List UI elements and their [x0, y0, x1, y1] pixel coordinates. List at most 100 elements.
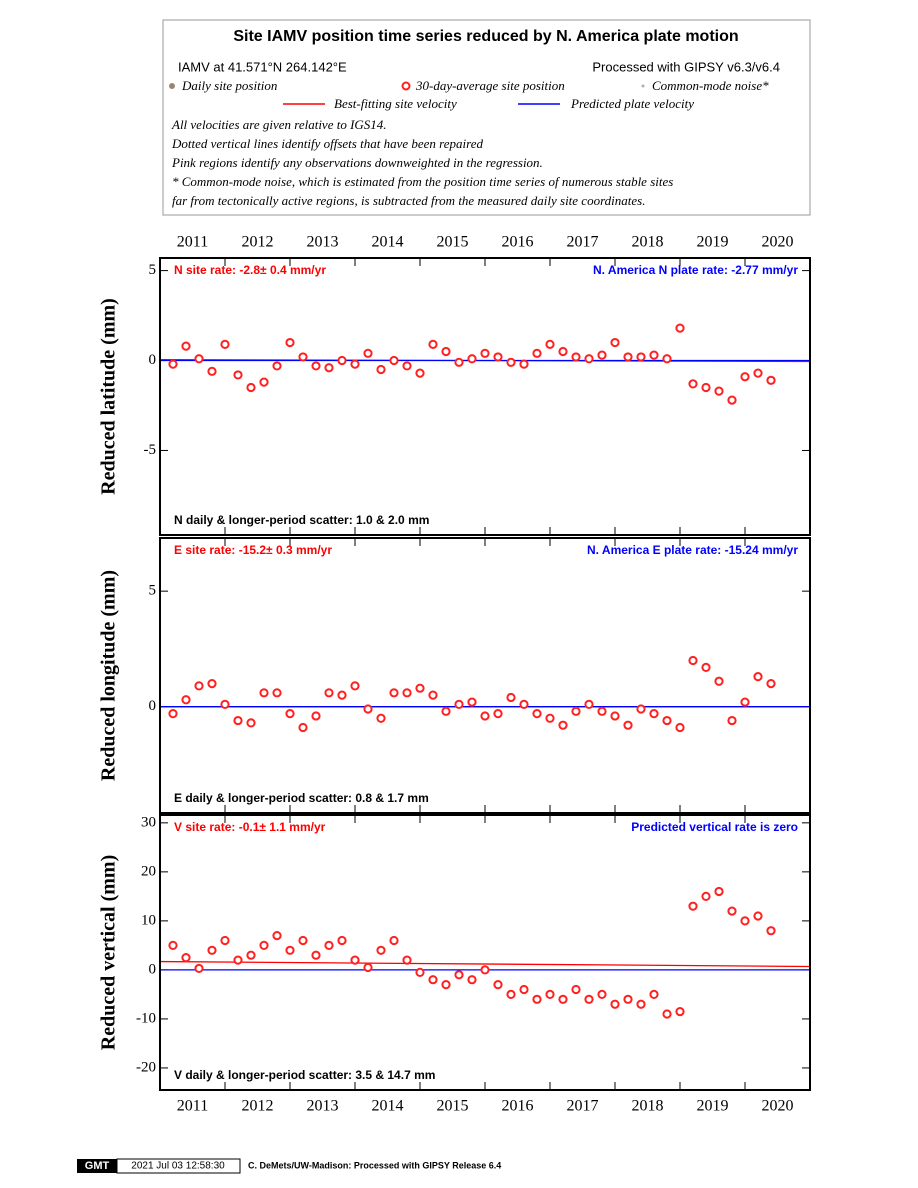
- note: Dotted vertical lines identify offsets t…: [171, 136, 483, 151]
- average-point: [506, 357, 516, 367]
- timestamp-box: [116, 1158, 241, 1174]
- x-tick-label: 2017: [567, 1098, 599, 1115]
- average-point: [376, 713, 386, 723]
- average-point: [194, 963, 204, 974]
- average-point: [532, 348, 542, 358]
- scatter-label: E daily & longer-period scatter: 0.8 & 1…: [174, 791, 429, 805]
- average-point: [753, 368, 763, 378]
- credit: C. DeMets/UW-Madison: Processed with GIP…: [248, 1160, 501, 1170]
- average-point: [350, 681, 360, 691]
- gmt-logo: [77, 1159, 117, 1173]
- x-tick-label: 2013: [307, 234, 339, 251]
- note: * Common-mode noise, which is estimated …: [172, 174, 673, 189]
- legend-label: Common-mode noise*: [652, 78, 769, 93]
- processing: Processed with GIPSY v6.3/v6.4: [592, 59, 780, 74]
- average-point: [727, 715, 737, 726]
- average-point: [467, 697, 477, 707]
- average-point: [688, 655, 698, 666]
- x-tick-label: 2017: [567, 234, 599, 251]
- average-point: [740, 916, 750, 926]
- average-point: [597, 989, 607, 1000]
- average-point: [259, 377, 269, 387]
- average-point: [766, 678, 776, 689]
- average-point: [311, 361, 321, 371]
- average-point: [623, 994, 633, 1004]
- average-point: [493, 709, 503, 719]
- average-point: [363, 962, 373, 973]
- x-tick-label: 2020: [762, 1098, 794, 1115]
- average-point: [259, 688, 269, 698]
- average-point: [688, 379, 698, 389]
- x-tick-label: 2013: [307, 1098, 339, 1115]
- average-point: [519, 359, 529, 369]
- rate-label: N site rate: -2.8± 0.4 mm/yr: [174, 263, 326, 277]
- x-tick-label: 2020: [762, 234, 794, 251]
- average-point: [181, 953, 191, 963]
- y-tick-label: 30: [141, 814, 156, 830]
- average-point: [558, 720, 568, 730]
- average-point: [454, 970, 464, 980]
- y-tick-label: 0: [149, 961, 157, 977]
- notes: All velocities are given relative to IGS…: [171, 117, 673, 208]
- average-point: [337, 690, 347, 700]
- average-point: [324, 940, 334, 950]
- average-point: [428, 339, 438, 349]
- average-point: [415, 368, 425, 378]
- x-tick-label: 2018: [632, 234, 664, 251]
- average-point: [701, 662, 711, 673]
- plot-frame: [159, 814, 811, 1091]
- average-point: [389, 355, 399, 366]
- average-point: [311, 711, 321, 721]
- average-point: [636, 999, 646, 1009]
- note: All velocities are given relative to IGS…: [171, 117, 387, 132]
- average-point: [662, 1009, 672, 1019]
- average-point: [480, 965, 490, 975]
- average-point: [493, 980, 503, 990]
- average-point: [610, 337, 620, 348]
- x-tick-label: 2014: [372, 234, 404, 251]
- average-point: [532, 994, 542, 1004]
- average-point: [337, 935, 347, 946]
- x-tick-label: 2019: [697, 1098, 729, 1115]
- average-point: [519, 699, 529, 709]
- y-tick-label: -10: [136, 1010, 156, 1026]
- average-point: [545, 989, 555, 1000]
- average-point: [558, 994, 568, 1004]
- average-point: [220, 339, 230, 349]
- average-point: [207, 678, 217, 689]
- scatter-label: V daily & longer-period scatter: 3.5 & 1…: [174, 1068, 435, 1082]
- average-point: [272, 688, 282, 698]
- y-tick-label: 10: [141, 912, 156, 928]
- average-point: [350, 359, 360, 369]
- average-point: [272, 361, 282, 371]
- average-point: [623, 352, 633, 362]
- plate-label: N. America E plate rate: -15.24 mm/yr: [587, 543, 798, 557]
- x-tick-label: 2012: [242, 1098, 274, 1115]
- average-point: [571, 706, 581, 716]
- x-tick-label: 2011: [177, 1098, 208, 1115]
- average-point: [467, 354, 477, 364]
- average-point: [285, 945, 295, 955]
- title: Site IAMV position time series reduced b…: [233, 28, 738, 45]
- average-point: [363, 704, 373, 714]
- legend-symbol: [641, 84, 645, 88]
- note: Pink regions identify any observations d…: [171, 155, 543, 170]
- y-tick-label: 5: [149, 262, 157, 278]
- plot-frame: [159, 537, 811, 814]
- panel: -5 0 5 2011 2012 2013 2014 2015 2016 2017 2018 2019…: [98, 234, 811, 536]
- average-point: [545, 339, 555, 349]
- average-point: [675, 323, 685, 333]
- average-point: [454, 699, 464, 709]
- average-point: [714, 386, 724, 396]
- legend-label: 30-day-average site position: [415, 78, 565, 93]
- average-point: [233, 370, 243, 380]
- average-point: [402, 361, 412, 371]
- average-point: [181, 695, 191, 705]
- rate-label: V site rate: -0.1± 1.1 mm/yr: [174, 820, 326, 834]
- scatter-label: N daily & longer-period scatter: 1.0 & 2…: [174, 513, 429, 527]
- average-point: [727, 906, 737, 916]
- note: far from tectonically active regions, is…: [172, 193, 645, 208]
- timestamp: 2021 Jul 03 12:58:30: [131, 1161, 225, 1172]
